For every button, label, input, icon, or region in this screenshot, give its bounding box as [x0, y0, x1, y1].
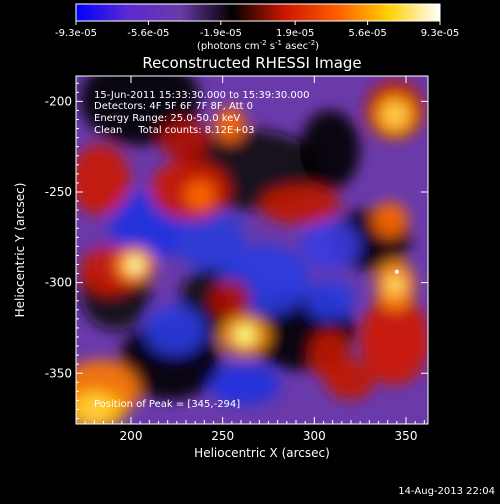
peak-marker	[394, 269, 399, 274]
y-tick-label: -200	[45, 94, 72, 108]
y-tick-label: -300	[45, 276, 72, 290]
colorbar-tick-label: 9.3e-05	[421, 28, 459, 39]
x-tick-label: 300	[303, 429, 326, 443]
colorbar-tick-label: -5.6e-05	[127, 28, 169, 39]
chart-title: Reconstructed RHESSI Image	[142, 54, 361, 72]
x-axis-label: Heliocentric X (arcsec)	[194, 446, 330, 460]
annotation-detectors: Detectors: 4F 5F 6F 7F 8F, Att 0	[94, 101, 253, 112]
y-axis-label: Heliocentric Y (arcsec)	[13, 183, 27, 318]
annotations: 15-Jun-2011 15:33:30.000 to 15:39:30.000…	[94, 90, 310, 410]
colorbar-ticks: -9.3e-05 -5.6e-05 -1.9e-05 1.9e-05 5.6e-05 9.…	[55, 21, 459, 39]
annotation-energy-range: Energy Range: 25.0-50.0 keV	[94, 113, 240, 124]
y-tick-label: -350	[45, 366, 72, 380]
annotation-clean-counts: Clean Total counts: 8.12E+03	[94, 125, 254, 136]
heatmap-area	[76, 76, 428, 424]
colorbar-unit-label: (photons cm-2 s-1 asec-2)	[197, 39, 319, 52]
x-axis-ticks: 200 250 300 350	[84, 76, 425, 443]
annotation-time-range: 15-Jun-2011 15:33:30.000 to 15:39:30.000	[94, 90, 310, 101]
annotation-peak-position: Position of Peak = [345,-294]	[94, 399, 240, 410]
x-tick-label: 250	[211, 429, 234, 443]
colorbar-tick-label: 5.6e-05	[348, 28, 386, 39]
colorbar-tick-label: -9.3e-05	[55, 28, 97, 39]
x-tick-label: 200	[120, 429, 143, 443]
colorbar-tick-label: -1.9e-05	[200, 28, 242, 39]
colorbar: -9.3e-05 -5.6e-05 -1.9e-05 1.9e-05 5.6e-05 9.…	[55, 3, 459, 52]
plot-frame	[75, 75, 429, 425]
y-axis-ticks: -200 -250 -300 -350	[45, 82, 428, 420]
y-tick-label: -250	[45, 185, 72, 199]
colorbar-tick-label: 1.9e-05	[276, 28, 314, 39]
x-tick-label: 350	[395, 429, 418, 443]
colorbar-gradient	[75, 3, 441, 22]
footer-date: 14-Aug-2013 22:04	[398, 486, 495, 497]
